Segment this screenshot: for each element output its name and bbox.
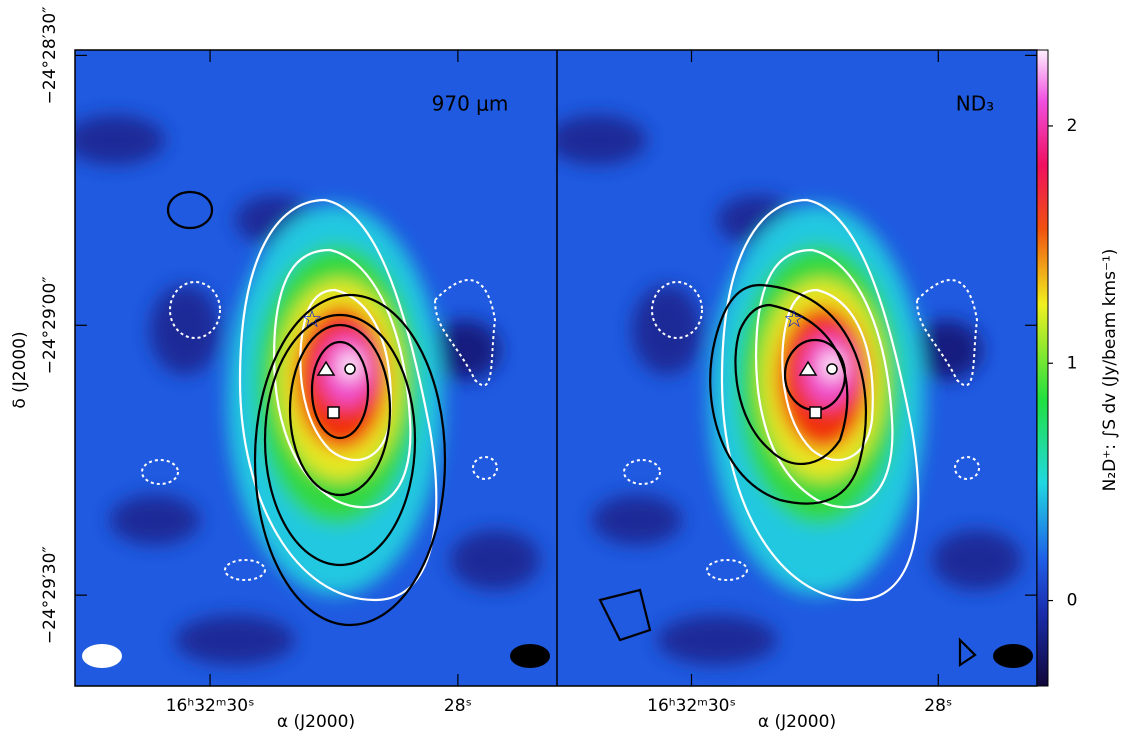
- y-tick-label: −24°29′30″: [40, 546, 60, 644]
- colorbar-label: N₂D⁺: ∫S dv (Jy/beam kms⁻¹): [1100, 249, 1120, 492]
- y-axis-label: δ (J2000): [10, 331, 30, 408]
- colorbar-tick-label: 2: [1067, 116, 1078, 136]
- x-tick-label: 28ˢ: [444, 696, 472, 716]
- svg-text:☆: ☆: [783, 305, 805, 333]
- y-tick-label: −24°28′30″: [40, 6, 60, 104]
- panel-image: [0, 0, 975, 738]
- x-tick-label: 16ʰ32ᵐ30ˢ: [647, 696, 736, 716]
- y-tick-label: −24°29′00″: [40, 276, 60, 374]
- panel-image: [257, 0, 1128, 738]
- x-tick-label: 28ˢ: [924, 696, 952, 716]
- x-axis-label: α (J2000): [758, 712, 836, 732]
- colorbar-tick-label: 1: [1067, 353, 1078, 373]
- x-axis-label: α (J2000): [277, 712, 355, 732]
- colorbar-tick-label: 0: [1067, 591, 1078, 611]
- x-tick-label: 16ʰ32ᵐ30ˢ: [166, 696, 255, 716]
- colorbar: [1036, 49, 1049, 687]
- panel-label: 970 μm: [432, 92, 509, 116]
- panel-label: ND₃: [956, 92, 994, 116]
- svg-text:☆: ☆: [301, 305, 323, 333]
- markers: ☆ ☆: [301, 305, 838, 419]
